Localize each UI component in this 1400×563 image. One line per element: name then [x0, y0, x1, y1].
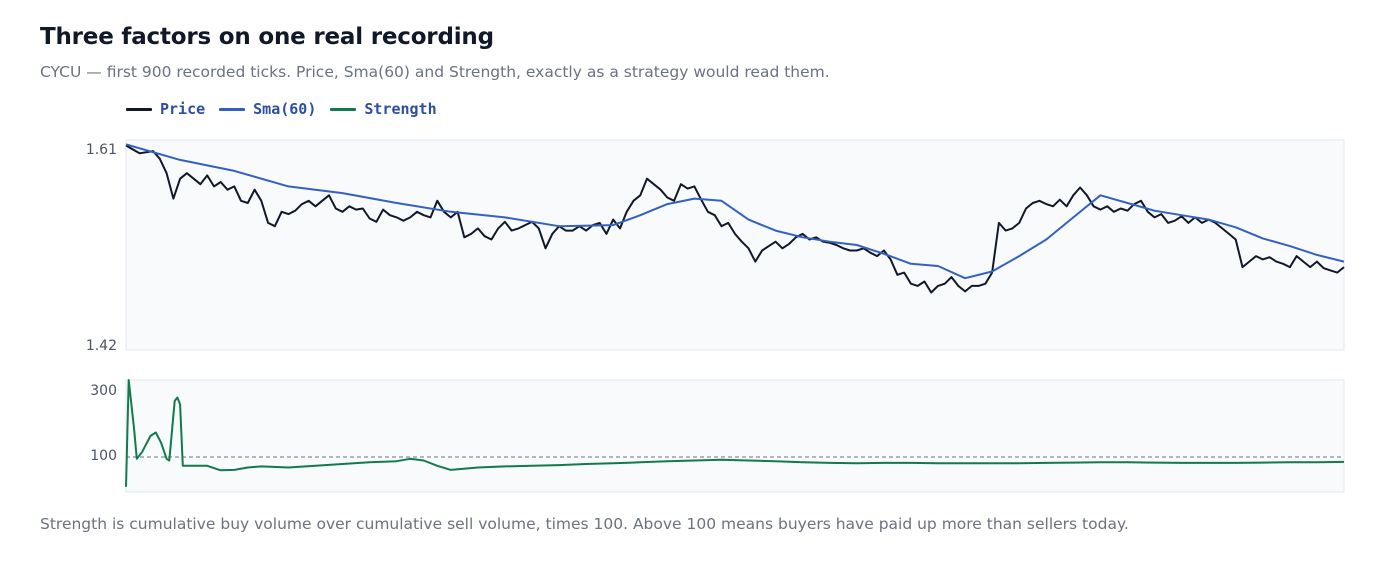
series-line-strength[interactable] [125, 379, 1345, 487]
legend-item-sma[interactable]: Sma(60) [219, 100, 316, 118]
strength-panel-series [125, 379, 1345, 487]
series-line-price[interactable] [125, 144, 1345, 294]
legend-item-price[interactable]: Price [126, 100, 205, 118]
legend-label-price: Price [160, 100, 206, 118]
strength-tick-label: 300 [90, 383, 117, 399]
legend-swatch-price [126, 107, 152, 111]
legend-swatch-sma [219, 107, 246, 111]
strength-panel-frame [125, 379, 1345, 493]
chart-subtitle: CYCU — first 900 recorded ticks. Price, … [40, 63, 830, 81]
price-tick-label: 1.42 [86, 338, 117, 354]
legend: Price Sma(60) Strength [126, 100, 437, 118]
price-tick-label: 1.61 [86, 142, 117, 158]
legend-label-sma: Sma(60) [253, 100, 317, 118]
chart-footnote: Strength is cumulative buy volume over c… [40, 515, 1129, 533]
legend-label-strength: Strength [364, 100, 437, 118]
series-line-sma-60[interactable] [125, 143, 1345, 280]
legend-swatch-strength [330, 107, 357, 111]
legend-item-strength[interactable]: Strength [330, 100, 437, 118]
price-panel-series [125, 143, 1345, 294]
chart-title: Three factors on one real recording [40, 24, 494, 50]
price-panel-frame [125, 139, 1345, 351]
strength-tick-label: 100 [90, 448, 117, 464]
